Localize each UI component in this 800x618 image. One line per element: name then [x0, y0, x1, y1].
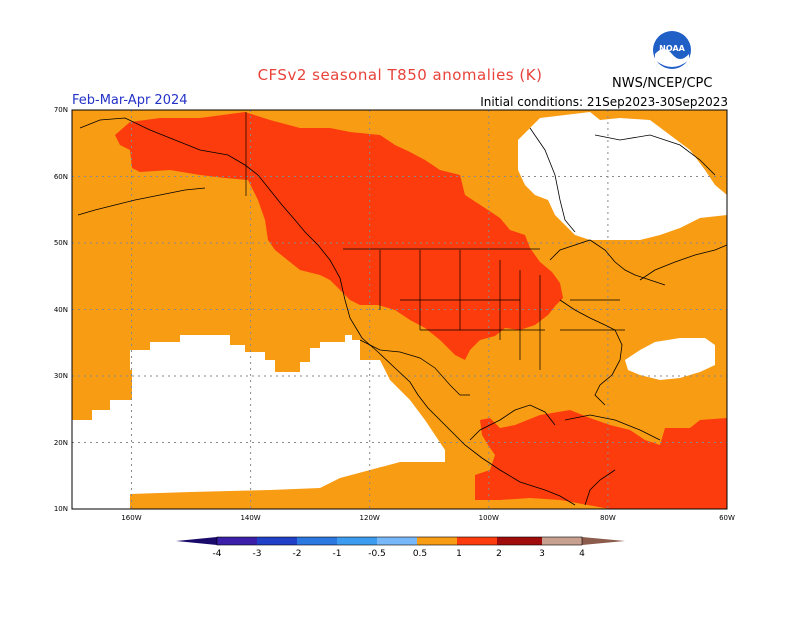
- initial-conditions: Initial conditions: 21Sep2023-30Sep2023: [480, 95, 728, 109]
- agency-label: NWS/NCEP/CPC: [612, 76, 713, 91]
- lat-axis: 70N 60N 50N 40N 30N 20N 10N: [54, 106, 68, 513]
- lat-label: 40N: [54, 306, 68, 314]
- lon-label: 60W: [719, 514, 735, 522]
- lon-label: 120W: [360, 514, 380, 522]
- lat-label: 20N: [54, 439, 68, 447]
- colorbar-swatch: [497, 537, 542, 545]
- lat-label: 70N: [54, 106, 68, 114]
- anomaly-red-south: [475, 410, 727, 509]
- colorbar-swatch: [257, 537, 297, 545]
- lon-label: 100W: [479, 514, 499, 522]
- coastlines: [77, 117, 727, 506]
- colorbar-label: -4: [213, 549, 222, 559]
- lat-label: 30N: [54, 372, 68, 380]
- noaa-logo: NOAA: [652, 30, 692, 70]
- colorbar-label: 0.5: [413, 549, 427, 559]
- colorbar-label: 3: [539, 549, 545, 559]
- anomaly-white-pacific: [72, 335, 445, 509]
- colorbar-swatch: [542, 537, 582, 545]
- colorbar-arrow-low: [176, 537, 217, 545]
- colorbar-label: 2: [496, 549, 502, 559]
- lat-label: 60N: [54, 173, 68, 181]
- colorbar-swatch: [377, 537, 417, 545]
- anomaly-white-atlantic: [625, 338, 715, 380]
- anomaly-field: [72, 110, 727, 509]
- colorbar-swatch: [297, 537, 337, 545]
- colorbar-label: 4: [579, 549, 585, 559]
- lon-axis: 160W 140W 120W 100W 80W 60W: [121, 514, 735, 522]
- anomaly-red-north: [115, 112, 563, 360]
- lon-label: 80W: [600, 514, 616, 522]
- anomaly-white-hudson: [518, 112, 727, 240]
- colorbar-arrow-high: [582, 537, 625, 545]
- lon-label: 160W: [121, 514, 141, 522]
- lat-label: 50N: [54, 239, 68, 247]
- colorbar-label: 1: [456, 549, 462, 559]
- colorbar-swatch: [457, 537, 497, 545]
- colorbar-swatch: [217, 537, 257, 545]
- lat-label: 10N: [54, 505, 68, 513]
- lon-label: 140W: [240, 514, 260, 522]
- map-frame: [71, 109, 728, 510]
- colorbar: -4 -3 -2 -1 -0.5 0.5 1 2 3 4: [176, 536, 625, 559]
- logo-text: NOAA: [659, 44, 685, 53]
- colorbar-swatch: [337, 537, 377, 545]
- colorbar-label: -0.5: [368, 549, 386, 559]
- graticule: [72, 110, 727, 509]
- forecast-period: Feb-Mar-Apr 2024: [72, 93, 188, 108]
- chart-title: CFSv2 seasonal T850 anomalies (K): [257, 66, 543, 84]
- colorbar-label: -1: [333, 549, 342, 559]
- colorbar-label: -2: [293, 549, 302, 559]
- colorbar-swatch: [417, 537, 457, 545]
- colorbar-label: -3: [253, 549, 262, 559]
- borders: [245, 112, 625, 396]
